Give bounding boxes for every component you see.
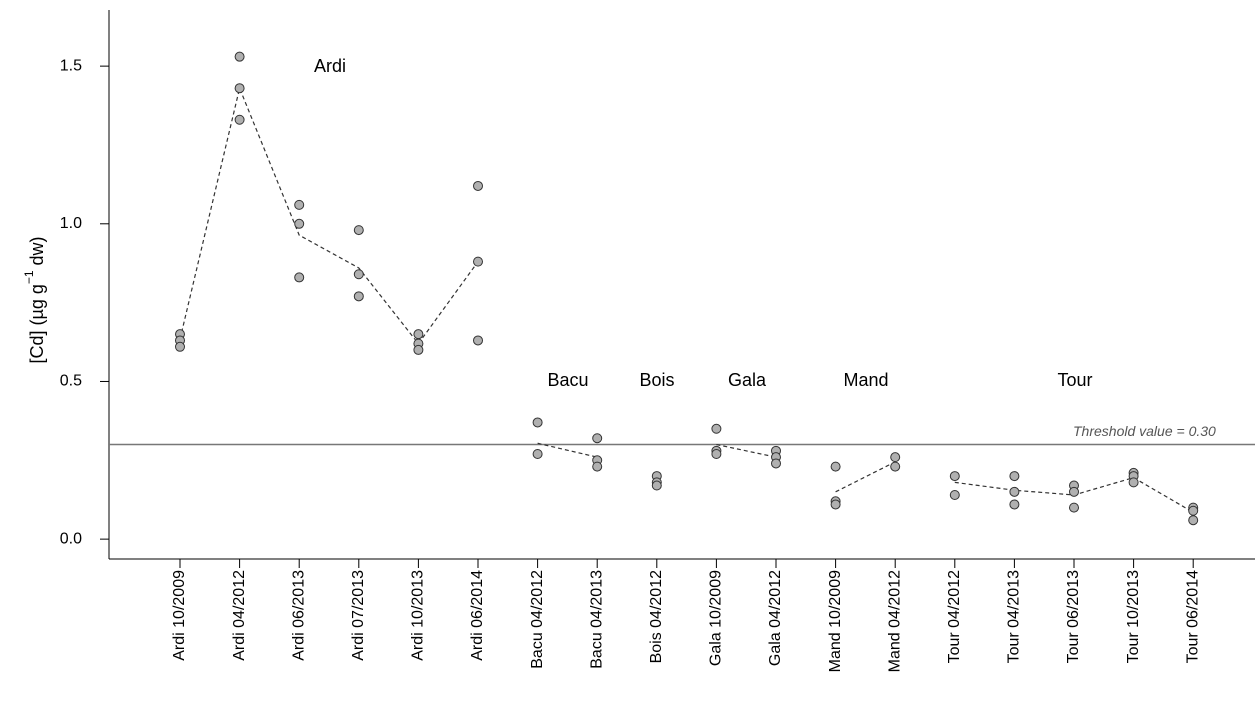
x-tick-label: Bacu 04/2012 <box>529 570 546 669</box>
x-tick-label: Ardi 10/2009 <box>171 570 188 661</box>
x-tick-label: Ardi 06/2013 <box>290 570 307 661</box>
data-point <box>592 433 603 444</box>
x-tick-label: Ardi 04/2012 <box>231 570 248 661</box>
x-tick-label: Mand 10/2009 <box>827 570 844 672</box>
mean-line <box>537 442 598 458</box>
group-label: Gala <box>728 370 767 390</box>
x-tick-label: Tour 04/2012 <box>946 570 963 664</box>
data-point <box>711 448 722 459</box>
data-point <box>473 256 483 267</box>
mean-line <box>835 461 896 493</box>
data-point <box>890 461 901 472</box>
data-point <box>294 199 305 210</box>
data-point <box>830 461 841 472</box>
data-point <box>413 344 424 355</box>
data-point <box>353 269 364 280</box>
mean-line <box>716 443 777 458</box>
threshold-label: Threshold value = 0.30 <box>1073 423 1216 439</box>
x-tick-label: Bacu 04/2013 <box>588 570 605 669</box>
data-point <box>592 461 603 472</box>
x-tick-label: Gala 10/2009 <box>708 570 725 666</box>
y-tick-label: 1.0 <box>60 215 82 232</box>
data-point <box>353 291 364 302</box>
data-point <box>1069 486 1079 497</box>
mean-line <box>179 86 479 345</box>
data-point <box>949 471 960 482</box>
y-tick-label: 0.0 <box>60 530 82 547</box>
data-point <box>711 423 722 434</box>
data-point <box>473 335 483 346</box>
data-point <box>175 341 185 352</box>
x-tick-label: Tour 04/2013 <box>1006 570 1023 664</box>
data-point <box>1188 515 1199 526</box>
group-label: Tour <box>1057 370 1092 390</box>
y-tick-label: 1.5 <box>60 57 82 74</box>
data-point <box>1009 471 1020 482</box>
data-point <box>532 448 543 459</box>
data-point <box>353 225 364 236</box>
x-tick-label: Ardi 10/2013 <box>410 570 427 661</box>
data-point <box>1128 477 1139 488</box>
x-tick-label: Bois 04/2012 <box>648 570 665 664</box>
x-tick-label: Tour 06/2013 <box>1065 570 1082 664</box>
x-tick-label: Tour 10/2013 <box>1125 570 1142 664</box>
data-point <box>234 114 245 125</box>
x-tick-label: Ardi 06/2014 <box>469 570 486 661</box>
data-point <box>234 83 245 94</box>
x-tick-label: Ardi 07/2013 <box>350 570 367 661</box>
y-label-end: dw) <box>27 236 47 270</box>
data-point <box>1009 486 1020 497</box>
data-point <box>651 480 662 491</box>
data-point <box>830 499 841 510</box>
group-label: Bois <box>639 370 674 390</box>
x-tick-label: Gala 04/2012 <box>767 570 784 666</box>
data-point <box>532 417 543 428</box>
data-point <box>234 51 245 62</box>
data-point <box>1009 499 1020 510</box>
group-label: Mand <box>843 370 888 390</box>
x-tick-label: Mand 04/2012 <box>886 570 903 672</box>
y-axis-title: [Cd] (µg g−1 dw) <box>22 236 47 363</box>
group-label: Bacu <box>547 370 588 390</box>
data-point <box>473 180 483 191</box>
group-label: Ardi <box>314 56 346 76</box>
data-point <box>771 458 781 469</box>
x-tick-label: Tour 06/2014 <box>1184 570 1201 664</box>
data-point <box>1188 505 1199 516</box>
y-label: [Cd] (µg g <box>27 284 47 363</box>
data-point <box>294 218 305 229</box>
data-point <box>949 489 960 500</box>
data-point <box>413 329 424 340</box>
y-label-sup: −1 <box>22 270 36 284</box>
data-point <box>1069 502 1079 513</box>
data-point <box>890 452 901 463</box>
y-tick-label: 0.5 <box>60 373 82 390</box>
data-point <box>294 272 305 283</box>
